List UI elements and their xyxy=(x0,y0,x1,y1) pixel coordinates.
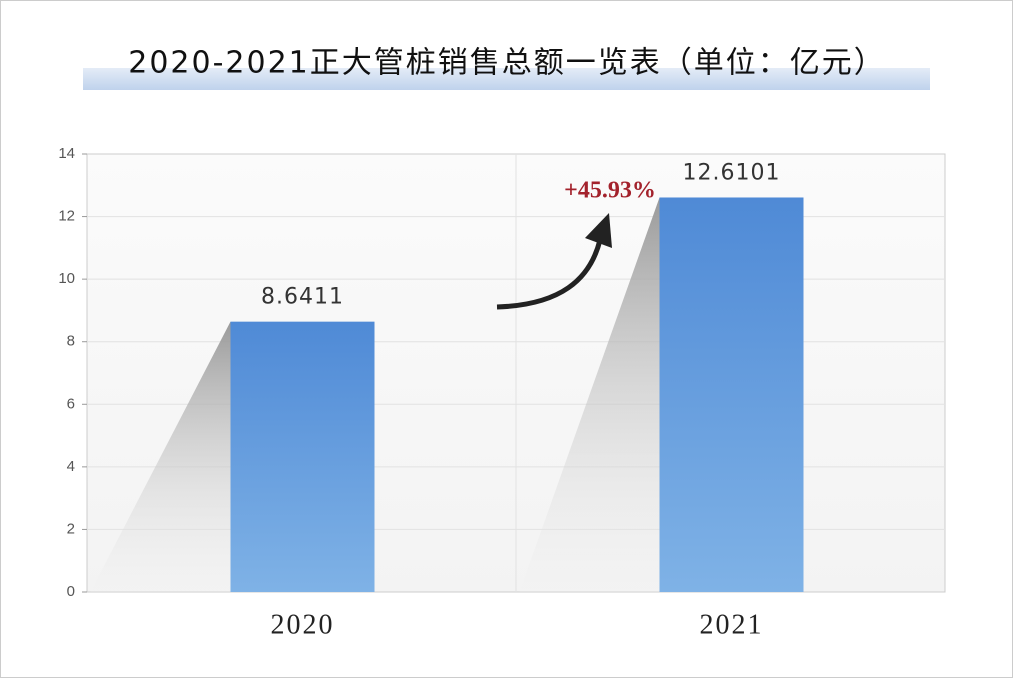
y-tick-label: 14 xyxy=(58,145,75,162)
growth-arrow-head xyxy=(585,213,612,248)
y-tick-label: 8 xyxy=(67,333,75,350)
y-tick-label: 4 xyxy=(67,458,75,475)
chart-title: 2020-2021正大管桩销售总额一览表（单位：亿元） xyxy=(128,46,886,81)
x-tick-label: 2020 xyxy=(271,609,335,640)
bar xyxy=(230,321,375,592)
value-label: 12.6101 xyxy=(683,160,781,185)
y-tick-label: 12 xyxy=(58,208,75,225)
y-tick-label: 10 xyxy=(58,270,75,287)
bar xyxy=(659,197,804,592)
x-tick-label: 2021 xyxy=(700,609,764,640)
growth-arrow xyxy=(496,239,603,310)
title-highlight xyxy=(83,68,930,90)
y-tick-label: 0 xyxy=(67,583,75,600)
y-tick-label: 6 xyxy=(67,395,75,412)
bar-shadow xyxy=(90,321,231,592)
bar-shadow xyxy=(519,197,660,592)
y-tick-label: 2 xyxy=(67,520,75,537)
growth-annotation: +45.93% xyxy=(564,178,656,204)
value-label: 8.6411 xyxy=(261,285,344,310)
